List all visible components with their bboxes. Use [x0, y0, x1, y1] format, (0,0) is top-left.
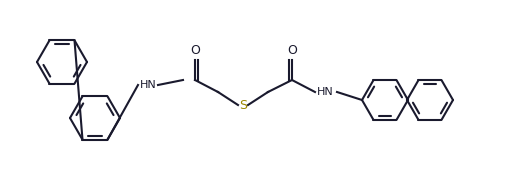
Text: HN: HN	[316, 87, 333, 97]
Text: O: O	[286, 44, 296, 57]
Text: HN: HN	[139, 80, 156, 90]
Text: O: O	[190, 44, 199, 57]
Text: S: S	[238, 98, 246, 111]
